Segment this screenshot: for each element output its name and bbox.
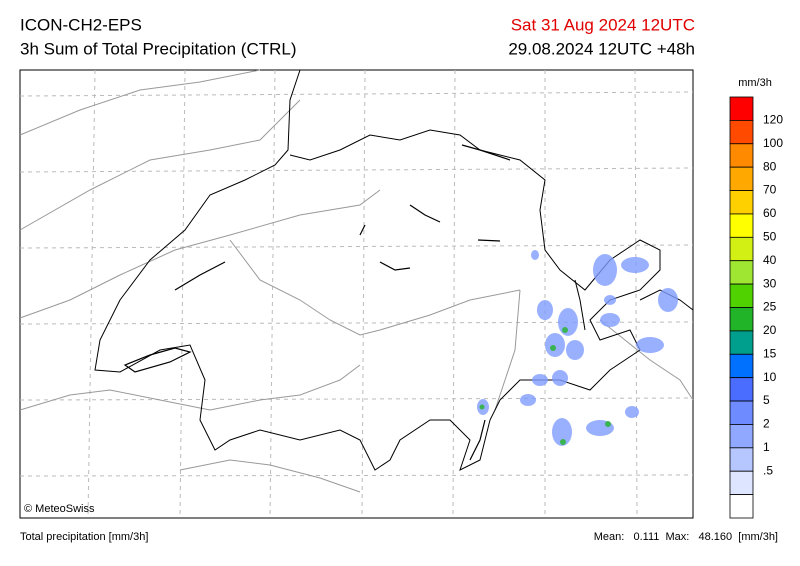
- colorbar-label: 25: [763, 300, 777, 314]
- colorbar-box: [729, 143, 754, 168]
- colorbar-label: 60: [763, 206, 777, 220]
- product-name: 3h Sum of Total Precipitation (CTRL): [20, 39, 297, 58]
- graticule: [19, 69, 694, 519]
- precipitation: [477, 250, 678, 446]
- colorbar-box: [729, 236, 754, 262]
- colorbar-box: [729, 260, 754, 285]
- colorbar-label: 5: [763, 393, 770, 407]
- colorbar-label: 2: [763, 417, 770, 431]
- legend-unit: mm/3h: [738, 77, 772, 89]
- colorbar-label: 30: [763, 276, 777, 290]
- lakes: [123, 144, 511, 461]
- colorbar-label: 15: [763, 346, 777, 360]
- footer-left: Total precipitation [mm/3h]: [20, 531, 148, 543]
- colorbar-box: [729, 400, 754, 425]
- colorbar-label: 100: [763, 136, 783, 150]
- colorbar-label: 70: [763, 183, 777, 197]
- colorbar-label: 80: [763, 159, 777, 173]
- colorbar-box: [729, 96, 754, 121]
- colorbar-label: 50: [763, 230, 777, 244]
- colorbar-label: 40: [763, 253, 777, 267]
- colorbar-box: [729, 447, 754, 472]
- colorbar: 120 100 80 70 60 50 40 30 25 20 15 10 5 2 1 .5: [729, 96, 783, 519]
- colorbar-label: 1: [763, 440, 770, 454]
- colorbar-box: [729, 283, 754, 308]
- model-name: ICON-CH2-EPS: [20, 15, 142, 34]
- colorbar-box: [729, 494, 754, 519]
- run-time: 29.08.2024 12UTC +48h: [508, 39, 695, 58]
- map: © MeteoSwiss: [19, 69, 694, 519]
- regions: [19, 69, 694, 493]
- colorbar-label: 10: [763, 370, 777, 384]
- valid-time: Sat 31 Aug 2024 12UTC: [511, 15, 695, 34]
- map-frame: [19, 69, 694, 519]
- footer-right: Mean: 0.111 Max: 48.160 [mm/3h]: [594, 531, 778, 543]
- colorbar-box: [729, 119, 754, 145]
- copyright: © MeteoSwiss: [24, 503, 95, 515]
- colorbar-box: [729, 470, 754, 496]
- colorbar-box: [729, 377, 754, 402]
- colorbar-box: [729, 330, 754, 355]
- colorbar-box: [729, 353, 754, 379]
- colorbar-label: 120: [763, 113, 783, 127]
- colorbar-box: [729, 166, 754, 191]
- colorbar-box: [729, 424, 754, 449]
- colorbar-label: .5: [763, 463, 773, 477]
- colorbar-box: [729, 213, 754, 238]
- colorbar-box: [729, 307, 754, 332]
- colorbar-label: 20: [763, 323, 777, 337]
- colorbar-box: [729, 190, 754, 215]
